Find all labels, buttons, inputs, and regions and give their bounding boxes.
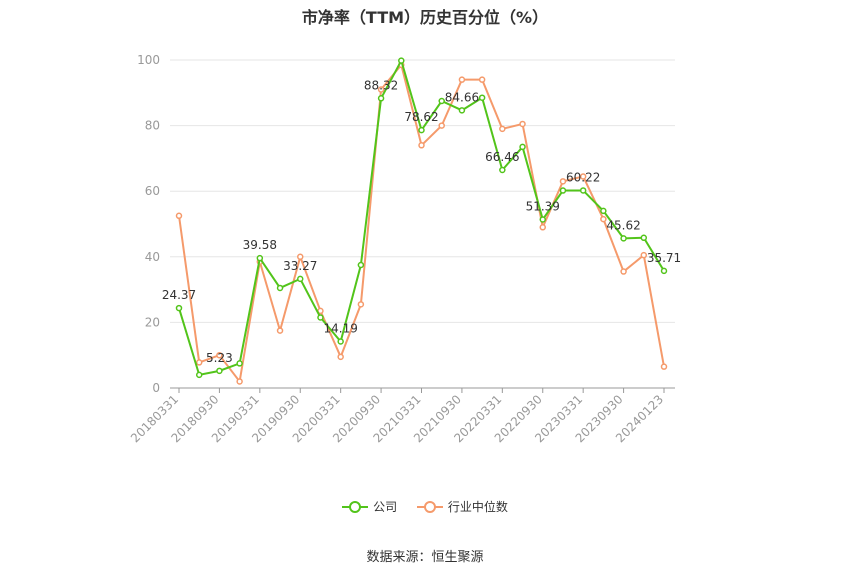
data-label: 66.46 (485, 150, 519, 164)
data-source-note: 数据来源：恒生聚源 (366, 550, 484, 565)
data-point-company (297, 275, 304, 283)
y-tick-label: 20 (145, 315, 160, 329)
data-point-industry-median (579, 173, 587, 180)
chart-title: 市净率（TTM）历史百分位（%） (301, 8, 549, 27)
y-tick-label: 100 (137, 53, 160, 67)
y-tick-label: 60 (145, 184, 160, 198)
data-point-industry-median (337, 353, 344, 361)
data-label: 88.32 (364, 78, 398, 92)
data-point-company (236, 360, 243, 367)
data-point-industry-median (478, 76, 486, 83)
data-point-company (276, 284, 284, 292)
data-point-industry-median (539, 224, 546, 231)
data-point-company (438, 97, 445, 105)
data-point-company (216, 367, 223, 375)
legend-swatch-company (342, 500, 369, 514)
legend: 公司 行业中位数 (0, 498, 850, 517)
data-point-industry-median (600, 215, 607, 223)
data-point-company (175, 304, 183, 312)
data-point-industry-median (377, 86, 385, 93)
data-label: 45.62 (606, 218, 640, 232)
y-tick-label: 0 (152, 381, 160, 395)
data-point-company (317, 314, 324, 321)
data-point-company (499, 166, 506, 174)
data-label: 39.58 (243, 238, 277, 252)
data-point-industry-median (418, 142, 425, 149)
legend-label-industry-median: 行业中位数 (447, 500, 508, 514)
data-point-company (640, 234, 648, 242)
data-point-industry-median (216, 351, 223, 359)
data-label: 84.66 (445, 90, 479, 104)
data-point-industry-median (357, 301, 365, 308)
data-label: 60.22 (566, 170, 600, 184)
data-point-company (660, 267, 668, 275)
data-point-industry-median (660, 363, 668, 370)
data-point-industry-median (438, 122, 445, 129)
data-point-industry-median (297, 253, 304, 261)
y-tick-label: 80 (145, 119, 160, 133)
axes: 0204060801002018033120180930201903312019… (128, 53, 675, 445)
data-point-company (458, 107, 466, 114)
data-point-industry-median (236, 378, 243, 385)
data-label: 33.27 (283, 259, 317, 273)
data-point-company (600, 207, 607, 215)
data-point-company (256, 254, 264, 262)
data-label: 14.19 (323, 321, 357, 335)
series-line-company (178, 58, 665, 377)
legend-label-company: 公司 (373, 500, 398, 514)
data-point-company (357, 261, 365, 269)
data-label: 35.71 (647, 251, 681, 265)
data-point-company (478, 94, 486, 101)
data-point-industry-median (175, 212, 183, 220)
data-point-industry-median (559, 178, 567, 185)
data-point-industry-median (640, 251, 648, 259)
data-point-company (398, 57, 405, 64)
data-point-industry-median (499, 125, 506, 133)
data-label: 24.37 (162, 288, 196, 302)
data-label: 78.62 (404, 110, 438, 124)
grid-lines (170, 59, 675, 323)
data-point-industry-median (276, 327, 284, 334)
data-point-company (377, 95, 385, 102)
y-tick-label: 40 (145, 250, 160, 264)
data-point-company (337, 338, 344, 345)
data-point-company (418, 126, 425, 134)
data-point-industry-median (195, 359, 203, 366)
data-point-company (620, 235, 627, 242)
data-labels: 24.37 5.23 39.58 33.27 14.19 88.32 78.62 84.66 6… (162, 78, 681, 365)
data-point-company (519, 143, 526, 151)
data-point-company (195, 371, 203, 379)
data-point-company (579, 187, 587, 194)
legend-swatch-industry-median (416, 500, 443, 514)
legend-item-industry-median[interactable]: 行业中位数 (416, 498, 508, 515)
data-point-industry-median (519, 120, 526, 128)
series-layer (175, 57, 668, 385)
data-label: 51.39 (526, 199, 560, 213)
legend-item-company[interactable]: 公司 (342, 498, 397, 515)
data-point-industry-median (458, 76, 466, 83)
data-point-company (539, 216, 546, 223)
data-point-company (559, 187, 567, 194)
data-point-industry-median (620, 268, 627, 275)
data-label: 5.23 (206, 351, 233, 365)
